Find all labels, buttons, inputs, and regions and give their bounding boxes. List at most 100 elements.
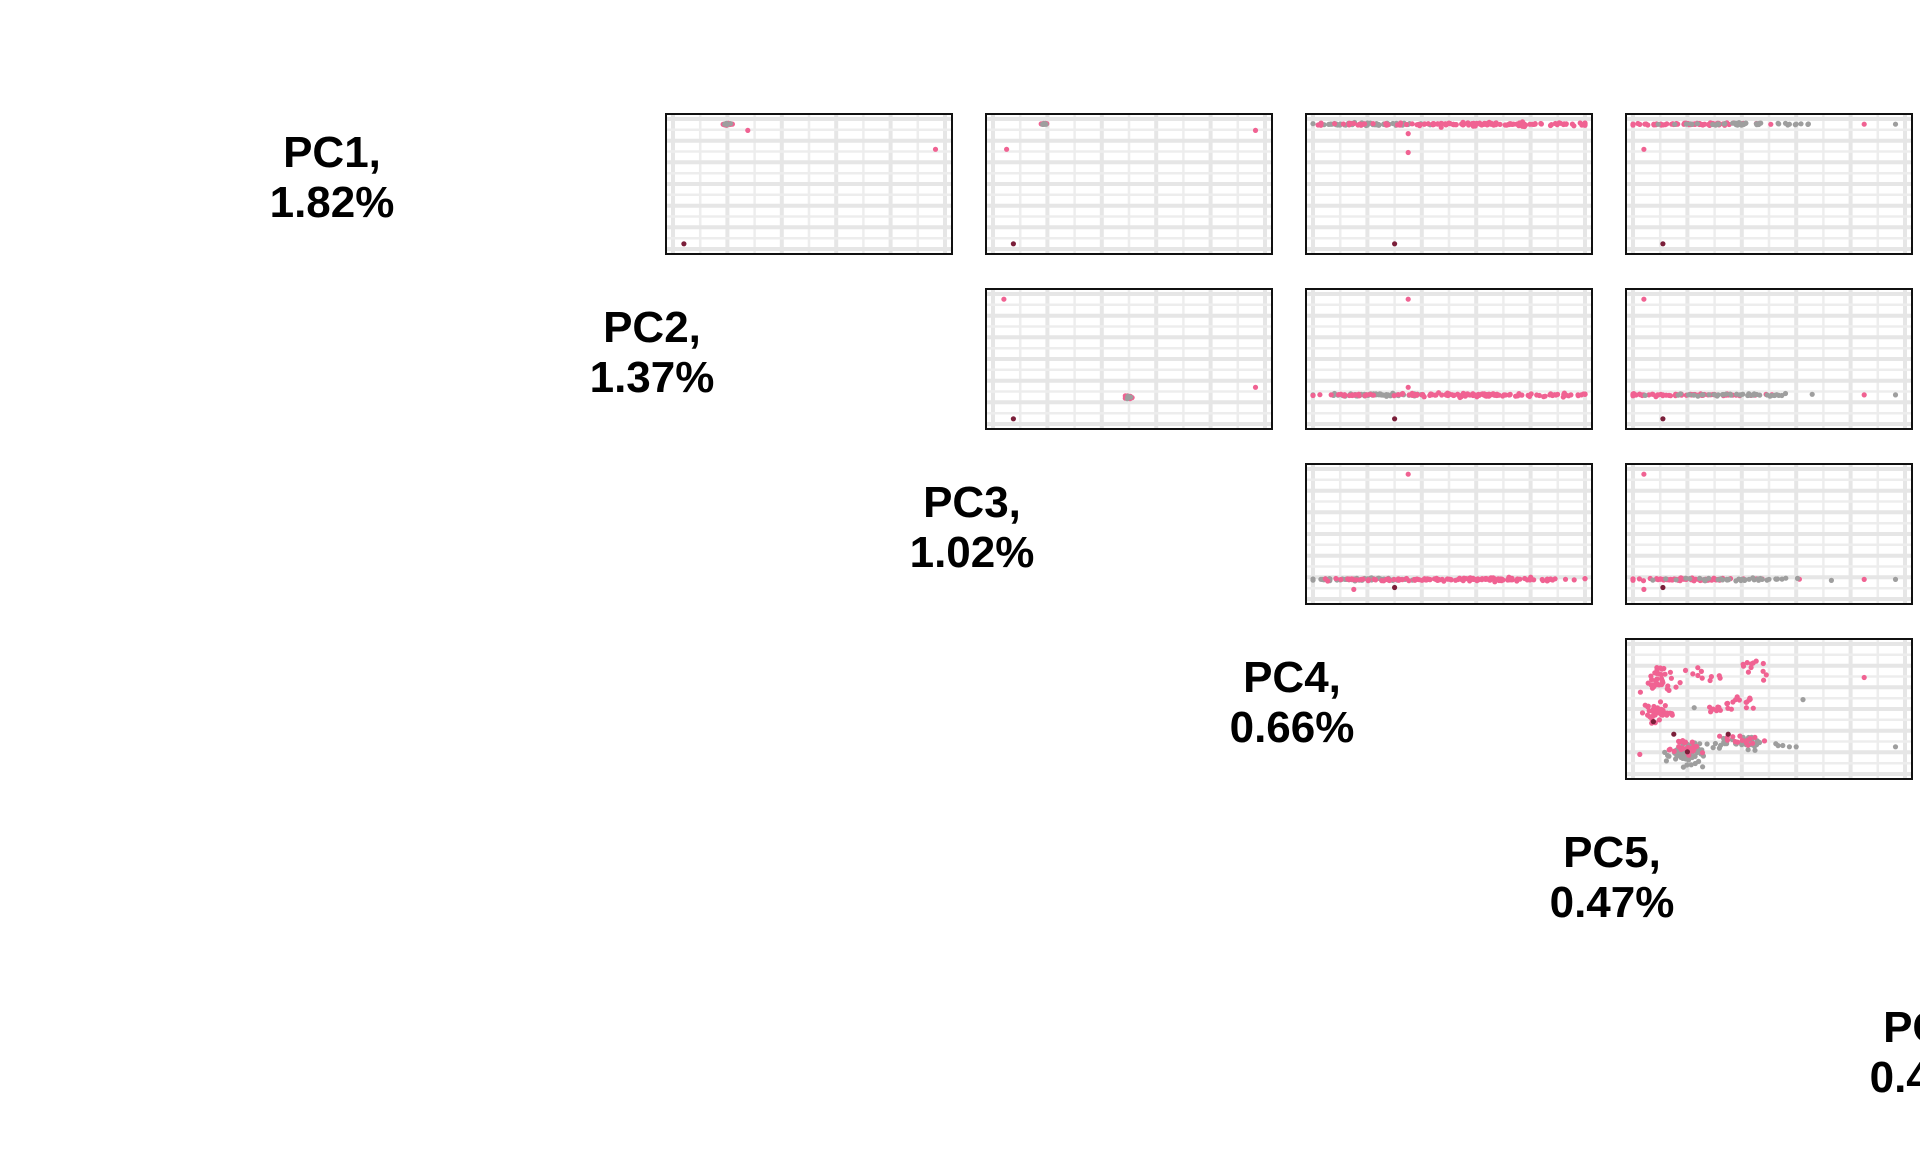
data-point [1527, 121, 1533, 127]
data-point [1750, 740, 1756, 746]
data-point [1630, 577, 1636, 583]
data-point [1658, 672, 1664, 678]
data-point [1711, 392, 1717, 398]
pc-name: PC6, [1883, 1003, 1920, 1052]
pc-label-pc2: PC2, 1.37% [522, 303, 782, 403]
data-point [1322, 576, 1328, 582]
data-point [1892, 744, 1899, 750]
data-point [1435, 121, 1441, 127]
data-point [1733, 578, 1739, 584]
data-point [1662, 749, 1668, 755]
data-point [1438, 124, 1444, 130]
data-point [1447, 576, 1453, 582]
pc-variance: 0.43% [1869, 1053, 1920, 1102]
data-point [1562, 576, 1569, 582]
data-point [1555, 391, 1561, 397]
data-point [1582, 576, 1588, 582]
data-point [1364, 392, 1370, 398]
data-point [1664, 712, 1670, 718]
data-point [681, 241, 687, 247]
pc-variance: 1.82% [269, 178, 395, 227]
data-point [1671, 731, 1677, 737]
data-point [1484, 392, 1490, 398]
data-point [1488, 392, 1494, 398]
data-point [1752, 734, 1758, 740]
data-point [1640, 578, 1647, 584]
data-point [1497, 121, 1503, 127]
data-point [1563, 392, 1569, 398]
data-point [1764, 577, 1770, 583]
data-point [1398, 120, 1404, 126]
data-point [1725, 731, 1731, 737]
data-point [1730, 120, 1736, 126]
data-point [1645, 712, 1651, 718]
data-point [1682, 667, 1689, 673]
data-point [1708, 674, 1714, 680]
data-point [1686, 392, 1692, 398]
data-point [1405, 471, 1411, 477]
panel-border [1625, 463, 1913, 605]
scatter-panel-pc2-pc3 [985, 288, 1273, 430]
data-point [1743, 699, 1749, 705]
data-point [1004, 146, 1010, 152]
data-point [1502, 392, 1509, 398]
data-point [1736, 697, 1742, 703]
data-point [1550, 577, 1556, 583]
data-point [1677, 680, 1683, 686]
data-point [1001, 296, 1007, 302]
data-point [1335, 392, 1342, 398]
data-point [1536, 392, 1542, 399]
data-point [1716, 745, 1722, 751]
data-point [1358, 576, 1364, 582]
scatter-panel-pc1-pc2 [665, 113, 953, 255]
pc-name: PC1, [283, 128, 381, 177]
data-point [1338, 576, 1344, 583]
data-point [1371, 576, 1377, 582]
data-point [1538, 121, 1544, 127]
data-point [1660, 584, 1666, 591]
data-point [1405, 149, 1411, 156]
data-point [1720, 391, 1726, 398]
data-point [1379, 578, 1385, 584]
data-point [1760, 660, 1766, 667]
data-point [1764, 392, 1770, 398]
data-point [1892, 392, 1899, 398]
data-point [1350, 577, 1356, 583]
data-point [1328, 121, 1334, 127]
data-point [1667, 669, 1673, 675]
data-point [1549, 392, 1556, 399]
data-point [1699, 750, 1706, 756]
data-point [1651, 703, 1657, 710]
data-point [1492, 579, 1498, 585]
data-point [1645, 680, 1651, 686]
data-point [1684, 762, 1690, 768]
data-point [1677, 739, 1683, 745]
data-point [1582, 391, 1588, 397]
data-point [1681, 752, 1687, 758]
data-point [1484, 576, 1490, 582]
data-point [1252, 384, 1259, 390]
data-point [1642, 702, 1648, 708]
data-point [1694, 121, 1700, 127]
data-point [1684, 749, 1690, 755]
pc-variance: 1.37% [589, 353, 715, 402]
data-point [1892, 121, 1899, 127]
data-point [1579, 122, 1585, 128]
data-point [1649, 391, 1655, 397]
data-point [1780, 742, 1786, 749]
data-point [1421, 394, 1427, 400]
data-point [1332, 121, 1338, 127]
data-point [1460, 121, 1466, 127]
data-point [1793, 121, 1799, 127]
data-point [1734, 122, 1741, 128]
data-point [1691, 392, 1697, 398]
data-point [1423, 577, 1429, 583]
panel-border [985, 288, 1273, 430]
data-point [1571, 577, 1577, 583]
data-point [1348, 120, 1354, 127]
data-point [1425, 121, 1431, 127]
data-point [727, 121, 734, 127]
data-point [1745, 669, 1751, 675]
scatter-panel-pc4-pc5 [1625, 638, 1913, 780]
panel-border [1625, 638, 1913, 780]
